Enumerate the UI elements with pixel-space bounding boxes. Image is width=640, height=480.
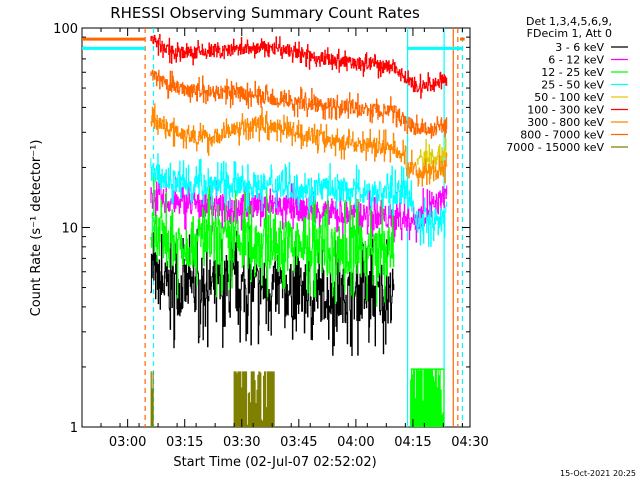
burst-bars <box>410 369 445 427</box>
x-tick-label: 04:15 <box>394 435 431 450</box>
series-line <box>150 34 448 99</box>
x-tick-label: 03:45 <box>280 435 317 450</box>
plot-area <box>81 27 471 428</box>
x-axis: 03:00 03:15 03:30 03:45 04:00 04:15 04:30 <box>81 28 489 450</box>
legend-entry-label: 100 - 300 keV <box>527 104 604 117</box>
series-line <box>150 103 448 187</box>
y-axis: 1 10 100 <box>53 22 470 436</box>
series-line <box>150 153 448 248</box>
chart-title: RHESSI Observing Summary Count Rates <box>110 4 420 22</box>
legend-entry-label: 300 - 800 keV <box>527 116 604 129</box>
y-axis-label: Count Rate (s⁻¹ detector⁻¹) <box>29 140 44 317</box>
x-tick-label: 03:30 <box>223 435 260 450</box>
burst-bars <box>150 371 154 427</box>
series-line <box>150 176 448 243</box>
series-line <box>150 69 448 139</box>
y-tick-label: 100 <box>53 22 78 37</box>
series-line <box>416 137 448 176</box>
x-tick-label: 03:15 <box>166 435 203 450</box>
legend-header: Det 1,3,4,5,6,9, <box>526 15 612 28</box>
x-tick-label: 04:00 <box>337 435 374 450</box>
timestamp-annotation: 15-Oct-2021 20:25 <box>560 469 636 478</box>
legend-entry-label: 25 - 50 keV <box>541 79 604 92</box>
y-tick-label: 10 <box>61 222 78 237</box>
legend-entry-label: 800 - 7000 keV <box>520 129 604 142</box>
legend-entry-label: 50 - 100 keV <box>534 91 604 104</box>
burst-bars <box>233 371 275 427</box>
legend: Det 1,3,4,5,6,9,FDecim 1, Att 03 - 6 keV… <box>506 15 628 154</box>
legend-entry-label: 12 - 25 keV <box>541 66 604 79</box>
legend-header: FDecim 1, Att 0 <box>527 27 612 40</box>
y-tick-label: 1 <box>70 421 78 436</box>
x-axis-label: Start Time (02-Jul-07 02:52:02) <box>173 455 376 470</box>
legend-entry-label: 7000 - 15000 keV <box>506 141 604 154</box>
x-tick-label: 03:00 <box>109 435 146 450</box>
legend-entry-label: 6 - 12 keV <box>548 54 604 67</box>
series-line <box>150 177 395 307</box>
x-tick-label: 04:30 <box>451 435 488 450</box>
legend-entry-label: 3 - 6 keV <box>555 41 604 54</box>
